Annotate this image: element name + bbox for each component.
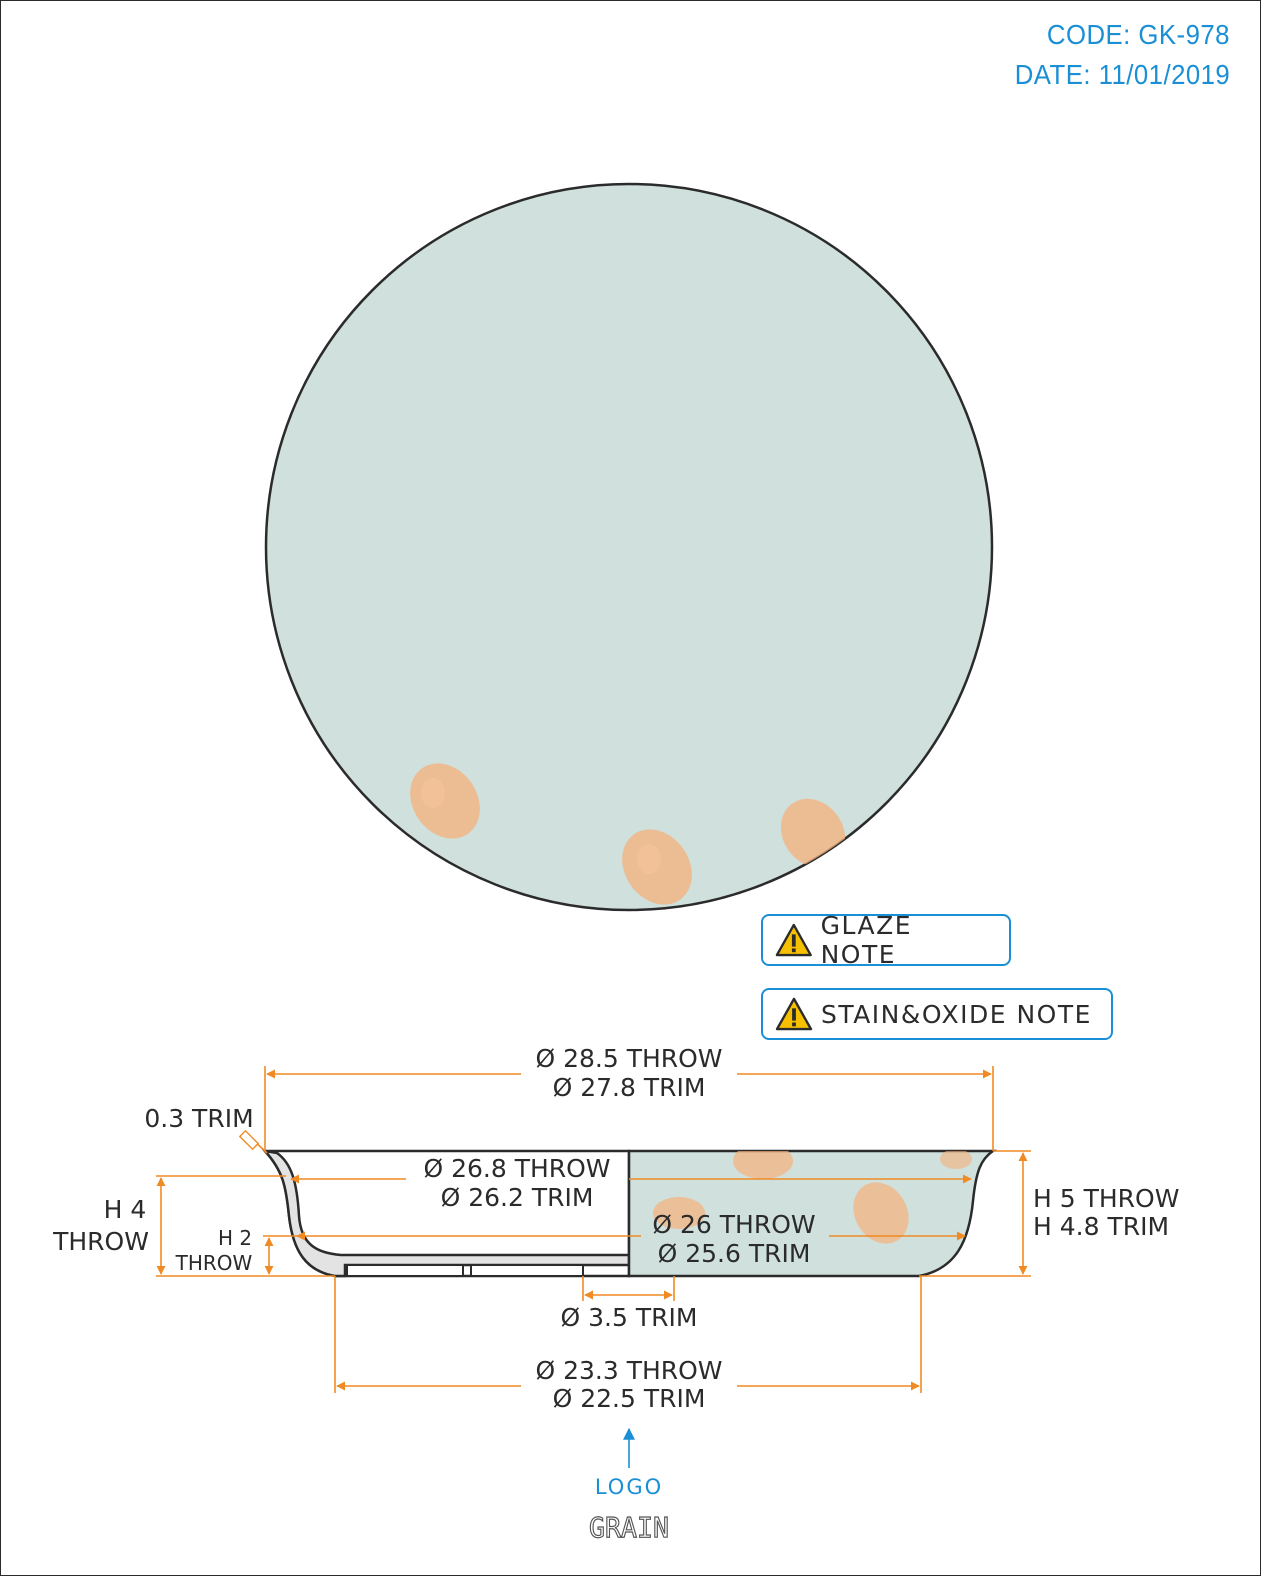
foot-ring-mid <box>470 1264 584 1277</box>
height-right-throw: H 5 THROW <box>1033 1184 1179 1213</box>
drawing-code: CODE: GK-978 <box>1046 19 1230 50</box>
dimension-lines <box>156 1066 1031 1393</box>
rim-diameter-throw: Ø 28.5 THROW <box>535 1044 722 1073</box>
height-left-b: THROW <box>52 1227 149 1256</box>
inner-low-trim: Ø 25.6 TRIM <box>658 1239 811 1268</box>
inner-top-trim: Ø 26.2 TRIM <box>441 1183 594 1212</box>
grain-label: GRAIN <box>589 1511 669 1544</box>
foot-gap-trim: Ø 3.5 TRIM <box>561 1303 698 1332</box>
rim-diameter-trim: Ø 27.8 TRIM <box>553 1073 706 1102</box>
rim-thickness-trim: 0.3 TRIM <box>144 1104 253 1133</box>
plate-top-view <box>264 182 994 912</box>
height-right-trim: H 4.8 TRIM <box>1033 1212 1169 1241</box>
inner-top-throw: Ø 26.8 THROW <box>423 1154 610 1183</box>
glaze-note-label: GLAZE NOTE <box>820 911 912 969</box>
base-trim: Ø 22.5 TRIM <box>553 1384 706 1413</box>
base-throw: Ø 23.3 THROW <box>535 1356 722 1385</box>
inner-low-throw: Ø 26 THROW <box>652 1210 815 1239</box>
foot-ring-left <box>346 1264 464 1277</box>
height-left-a: H 4 <box>104 1195 147 1224</box>
logo-label: LOGO <box>595 1475 663 1499</box>
plate-cross-section <box>261 1149 998 1278</box>
section-body <box>261 1149 631 1278</box>
warning-icon <box>775 923 812 957</box>
height-small-b: THROW <box>175 1251 253 1275</box>
stain-oxide-note-button[interactable]: STAIN&OXIDE NOTE <box>761 988 1113 1040</box>
dimension-text: Ø 28.5 THROW Ø 27.8 TRIM 0.3 TRIM Ø 26.8… <box>52 1044 1179 1413</box>
glaze-note-button[interactable]: GLAZE NOTE <box>761 911 1011 969</box>
exterior-glazed <box>627 1149 998 1278</box>
warning-icon <box>775 997 813 1031</box>
stain-splotches <box>410 763 846 905</box>
height-small-a: H 2 <box>218 1226 252 1250</box>
stain-oxide-note-label: STAIN&OXIDE NOTE <box>821 999 1092 1029</box>
drawing-date: DATE: 11/01/2019 <box>1014 59 1230 90</box>
